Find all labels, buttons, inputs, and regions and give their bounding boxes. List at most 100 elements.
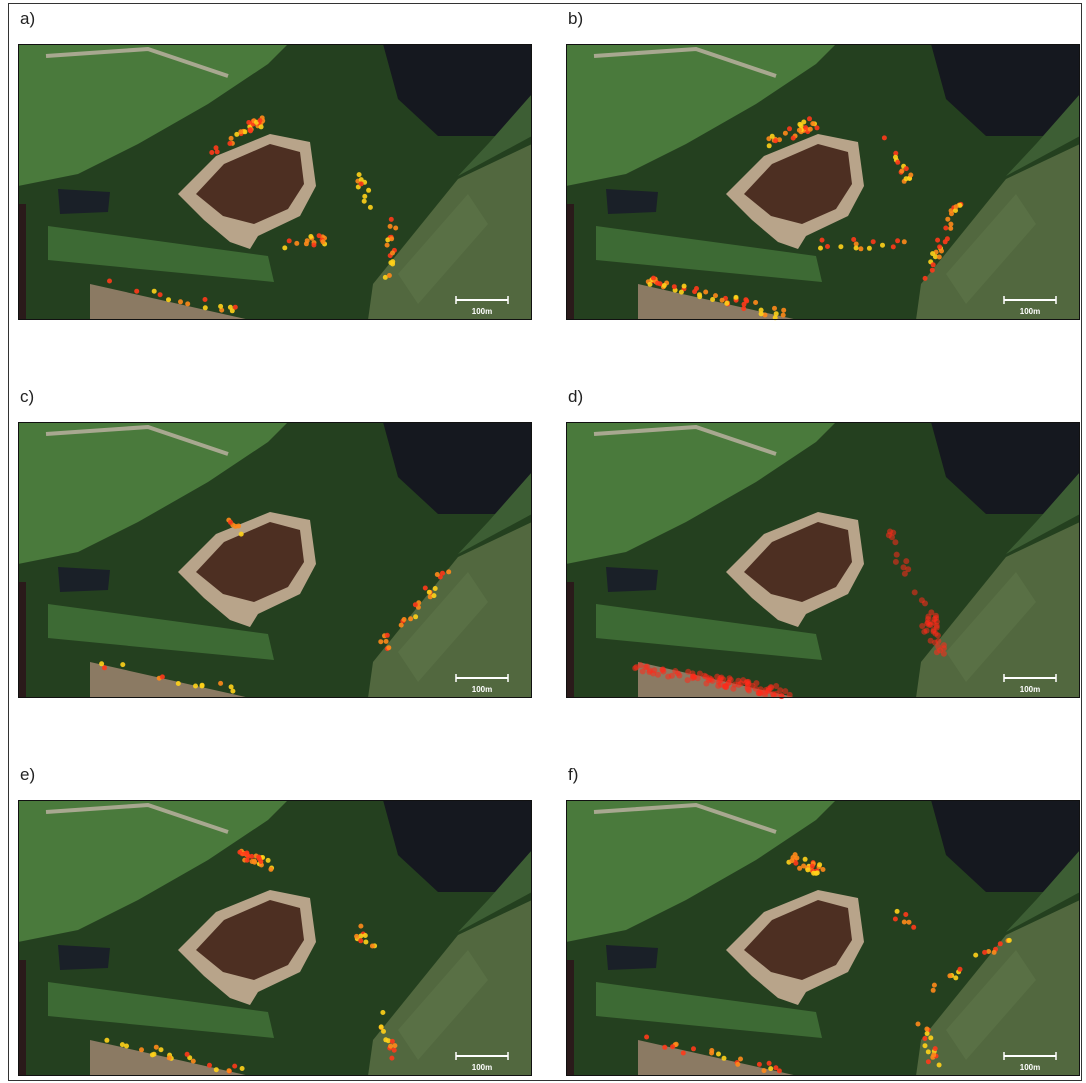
location-point <box>385 243 390 248</box>
scale-label: 100m <box>472 685 492 694</box>
location-point <box>370 944 375 949</box>
location-point <box>753 680 759 686</box>
location-point <box>207 1063 212 1068</box>
location-point <box>240 1066 245 1071</box>
location-point <box>166 297 171 302</box>
location-point <box>388 1044 393 1049</box>
location-point <box>227 141 232 146</box>
location-point <box>388 224 393 229</box>
location-point <box>359 181 364 186</box>
map-panel: 100m <box>566 44 1080 320</box>
location-point <box>818 246 823 251</box>
location-point <box>694 286 699 291</box>
location-point <box>176 681 181 686</box>
location-point <box>651 276 656 281</box>
location-point <box>681 1051 686 1056</box>
aerial-image <box>566 44 1080 320</box>
location-point <box>232 1064 237 1069</box>
location-point <box>282 245 287 250</box>
aerial-image <box>18 422 532 698</box>
location-point <box>770 134 775 139</box>
scale-label: 100m <box>1020 685 1040 694</box>
location-point <box>838 244 843 249</box>
location-point <box>973 953 978 958</box>
location-point <box>945 217 950 222</box>
location-point <box>682 284 687 289</box>
location-point <box>228 520 233 525</box>
location-point <box>811 871 816 876</box>
location-point <box>185 301 190 306</box>
location-point <box>358 924 363 929</box>
location-point <box>647 668 653 674</box>
location-point <box>644 1035 649 1040</box>
location-point <box>794 856 799 861</box>
location-point <box>931 629 937 635</box>
location-point <box>392 1043 397 1048</box>
location-point <box>385 633 390 638</box>
location-point <box>742 302 747 307</box>
panel-label: a) <box>20 9 35 28</box>
panel-label: c) <box>20 387 34 406</box>
location-point <box>758 686 764 692</box>
map-panel: 100m <box>566 800 1080 1076</box>
location-point <box>934 623 940 629</box>
location-point <box>655 281 660 286</box>
location-point <box>851 237 856 242</box>
location-point <box>268 867 273 872</box>
aerial-image <box>18 44 532 320</box>
location-point <box>894 552 900 558</box>
location-point <box>904 176 909 181</box>
location-point <box>911 925 916 930</box>
location-point <box>943 239 948 244</box>
location-point <box>308 234 313 239</box>
location-point <box>891 244 896 249</box>
location-point <box>817 862 822 867</box>
location-point <box>390 1039 395 1044</box>
location-point <box>703 674 709 680</box>
aerial-image <box>566 800 1080 1076</box>
scale-label: 100m <box>472 307 492 316</box>
location-point <box>107 279 112 284</box>
map-panel: 100m <box>18 422 532 698</box>
location-point <box>724 301 729 306</box>
location-point <box>632 665 638 671</box>
location-point <box>923 1043 928 1048</box>
panel-label: f) <box>568 765 578 784</box>
location-point <box>908 173 913 178</box>
location-point <box>782 688 788 694</box>
location-point <box>244 851 249 856</box>
location-point <box>803 857 808 862</box>
map-panel: 100m <box>18 800 532 1076</box>
location-point <box>393 226 398 231</box>
location-point <box>803 125 808 130</box>
location-point <box>160 674 165 679</box>
location-point <box>943 226 948 231</box>
location-point <box>905 566 911 572</box>
location-point <box>167 1055 172 1060</box>
location-point <box>357 172 362 177</box>
location-point <box>152 1052 157 1057</box>
location-point <box>767 143 772 148</box>
location-point <box>697 294 702 299</box>
location-point <box>390 262 395 267</box>
aerial-image <box>566 422 1080 698</box>
location-point <box>745 685 751 691</box>
location-point <box>893 917 898 922</box>
location-point <box>239 532 244 537</box>
location-point <box>229 136 234 141</box>
location-point <box>773 138 778 143</box>
location-point <box>931 262 936 267</box>
location-point <box>413 614 418 619</box>
location-point <box>734 295 739 300</box>
location-point <box>99 661 104 666</box>
location-point <box>229 684 234 689</box>
location-point <box>237 850 242 855</box>
location-point <box>257 856 262 861</box>
location-point <box>218 304 223 309</box>
location-point <box>821 867 826 872</box>
location-point <box>685 677 691 683</box>
location-point <box>124 1044 129 1049</box>
location-point <box>697 671 703 677</box>
aerial-image <box>18 800 532 1076</box>
location-point <box>691 1046 696 1051</box>
